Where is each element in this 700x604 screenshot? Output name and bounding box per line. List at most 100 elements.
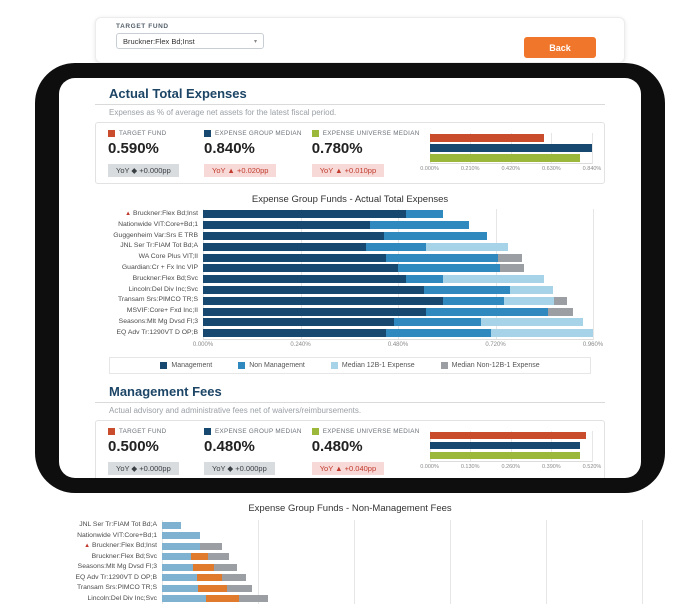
bar-segment [239,595,268,602]
bar-row [162,594,642,604]
metric-value: 0.500% [108,438,194,455]
bar-segment [203,210,406,218]
gridline [593,209,594,340]
chart-category-label: ▲Bruckner:Flex Bd;Inst [107,209,203,220]
bar-row [162,520,642,531]
bar-segment [227,585,252,592]
bar-row [430,431,592,441]
chart-category-label: JNL Ser Tr:FIAM Tot Bd;A [107,241,203,252]
bar-segment [426,243,507,251]
chart-category-label: Guggenheim Var:Srs E TRB [107,231,203,242]
bar-segment [191,553,208,560]
bar-segment [162,543,200,550]
bar-row [203,274,593,285]
actual-total-expenses-chart: Expense Group Funds - Actual Total Expen… [107,194,593,351]
chart-category-label: Seasons:Mlt Mg Dvsd Fl;3 [65,562,162,573]
bar-row [203,285,593,296]
section-subtitle: Expenses as % of average net assets for … [109,108,591,117]
axis-tick-label: 0.240% [290,342,310,348]
metric-expense-group-median: EXPENSE GROUP MEDIAN 0.840% YoY ▲ +0.020… [204,130,302,178]
metric-value: 0.480% [312,438,420,455]
non-management-fees-section: Expense Group Funds - Non-Management Fee… [0,503,700,604]
bar-segment [203,286,424,294]
axis-tick-label: 0.420% [501,166,520,172]
target-fund-selected-value: Bruckner:Flex Bd;Inst [123,37,195,46]
bar-segment [398,264,500,272]
bar-segment [424,286,509,294]
bar-segment [366,243,427,251]
bar-segment [384,232,488,240]
axis-tick-label: 0.390% [542,464,561,470]
chart-axis: 0.000%0.240%0.480%0.720%0.960% [203,340,593,351]
axis-tick-label: 0.260% [501,464,520,470]
chart-category-label: Bruckner:Flex Bd;Svc [107,274,203,285]
management-fees-summary-panel: TARGET FUND 0.500% YoY ◆ +0.000pp EXPENS… [95,420,605,478]
gridline [592,133,593,164]
bar-segment [203,221,370,229]
section-actual-total-expenses: Actual Total Expenses Expenses as % of a… [95,82,605,374]
bar-segment [198,585,227,592]
chart-category-label: EQ Adv Tr:1290VT D OP;B [65,573,162,584]
axis-tick-label: 0.210% [461,166,480,172]
chart-category-label: MSVIF:Core+ Fxd Inc;II [107,306,203,317]
metric-label: EXPENSE UNIVERSE MEDIAN [323,130,420,137]
bar-segment [430,144,592,152]
universe-median-swatch-icon [312,428,319,435]
legend-swatch-icon [238,362,245,369]
legend-item: Management [160,362,212,369]
bar-row [203,317,593,328]
bar-segment [203,264,398,272]
bar-segment [162,595,206,602]
section-header: Management Fees [95,380,605,403]
bar-row [430,143,592,153]
chart-category-label: Nationwide VIT:Core+Bd;1 [65,531,162,542]
legend-item: Non Management [238,362,305,369]
chart-category-label: Bruckner:Flex Bd;Svc [65,552,162,563]
bar-segment [162,522,181,529]
axis-tick-label: 0.130% [461,464,480,470]
target-fund-select[interactable]: Bruckner:Flex Bd;Inst ▾ [116,33,264,49]
legend-label: Median 12B-1 Expense [342,362,415,369]
top-toolbar: TARGET FUND Bruckner:Flex Bd;Inst ▾ Back [95,17,625,63]
bar-row [203,263,593,274]
chart-bars [430,431,592,462]
chart-axis: 0.000%0.210%0.420%0.630%0.840% [430,164,592,175]
chart-category-label: Guardian:Cr + Fx Inc VIP [107,263,203,274]
metric-label: TARGET FUND [119,428,167,435]
bar-row [430,441,592,451]
chart-category-label: JNL Ser Tr:FIAM Tot Bd;A [65,520,162,531]
bar-segment [193,564,214,571]
legend-label: Median Non-12B-1 Expense [452,362,540,369]
bar-row [162,583,642,594]
bar-segment [162,553,191,560]
bar-segment [394,318,481,326]
bar-segment [554,297,566,305]
chart-bars [430,133,592,164]
bar-segment [430,442,580,450]
bar-segment [491,329,593,337]
chart-title: Expense Group Funds - Actual Total Expen… [107,194,593,205]
metric-yoy-badge: YoY ◆ +0.000pp [108,164,179,177]
back-button[interactable]: Back [524,37,596,58]
metric-yoy-badge: YoY ◆ +0.000pp [204,462,275,475]
target-fund-label: TARGET FUND [116,23,264,30]
metric-target-fund: TARGET FUND 0.500% YoY ◆ +0.000pp [108,428,194,476]
bar-segment [203,254,386,262]
bar-row [162,573,642,584]
axis-tick-label: 0.000% [420,464,439,470]
target-fund-group: TARGET FUND Bruckner:Flex Bd;Inst ▾ [116,23,264,49]
chart-bars [162,520,642,604]
bar-segment [426,308,548,316]
bar-segment [481,318,583,326]
bar-segment [203,308,426,316]
bar-segment [498,254,522,262]
metric-target-fund: TARGET FUND 0.590% YoY ◆ +0.000pp [108,130,194,178]
bar-segment [203,232,384,240]
chart-category-label: Transam Srs:PIMCO TR;S [65,583,162,594]
legend-item: Median 12B-1 Expense [331,362,415,369]
bar-segment [443,275,545,283]
legend-item: Median Non-12B-1 Expense [441,362,540,369]
bar-row [203,231,593,242]
bar-row [203,306,593,317]
